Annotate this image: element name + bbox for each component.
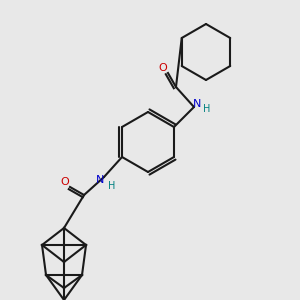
Text: H: H	[203, 104, 211, 114]
Text: N: N	[193, 99, 201, 109]
Text: O: O	[61, 177, 69, 187]
Text: H: H	[108, 181, 116, 191]
Text: N: N	[96, 175, 104, 185]
Text: O: O	[159, 63, 167, 73]
